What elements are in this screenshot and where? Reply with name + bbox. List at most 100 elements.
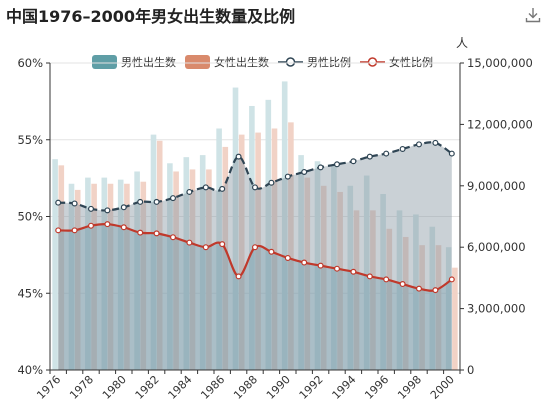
female-births-bar — [337, 191, 343, 370]
female-births-bar — [370, 210, 376, 370]
female-ratio-point — [170, 234, 177, 241]
female-births-bar — [288, 122, 294, 370]
male-births-bar — [150, 134, 157, 370]
female-ratio-point — [383, 276, 390, 283]
female-births-bar — [107, 183, 114, 370]
male-births-bar — [199, 155, 206, 370]
female-births-bar — [419, 245, 425, 370]
female-ratio-point — [137, 229, 144, 236]
female-births-bar — [255, 132, 261, 370]
female-births-bar — [91, 183, 97, 370]
female-ratio-point — [235, 273, 242, 280]
female-ratio-point — [334, 265, 341, 272]
male-ratio-point — [432, 139, 439, 146]
female-ratio-point — [284, 254, 291, 261]
y-left-tick-label: 55% — [17, 133, 43, 147]
male-ratio-point — [235, 153, 242, 160]
chart-title: 中国1976–2000年男女出生数量及比例 — [6, 7, 296, 26]
female-births-bar — [452, 267, 458, 370]
female-ratio-point — [120, 224, 127, 231]
y-left-tick-label: 40% — [17, 363, 43, 377]
male-births-bar — [232, 87, 239, 370]
male-births-bar — [347, 185, 354, 370]
female-ratio-point — [432, 287, 439, 294]
male-ratio-point — [186, 188, 193, 195]
legend-swatch-male-births — [92, 55, 117, 69]
x-tick-label: 1990 — [264, 373, 293, 402]
female-ratio-point — [202, 244, 209, 251]
female-births-bar — [271, 128, 278, 370]
legend-line-male-ratio — [278, 57, 303, 67]
y-right-axis-label: 人 — [456, 36, 468, 50]
female-ratio-point — [71, 227, 78, 234]
female-births-bar — [189, 169, 196, 370]
area-fills — [58, 142, 452, 370]
male-ratio-point — [350, 158, 357, 165]
y-left-tick-label: 45% — [17, 286, 43, 300]
male-births-bar — [183, 157, 190, 370]
male-ratio-point — [87, 205, 94, 212]
female-births-bar — [173, 171, 179, 370]
male-ratio-point — [301, 168, 308, 175]
x-tick-label: 1982 — [133, 373, 162, 402]
female-ratio-point — [55, 227, 62, 234]
female-births-bar — [386, 228, 393, 370]
female-births-bar — [304, 177, 311, 370]
male-births-bar — [445, 247, 452, 370]
female-ratio-point — [416, 285, 423, 292]
x-tick-label: 1998 — [395, 373, 424, 402]
y-right-tick-label: 9,000,000 — [467, 179, 526, 193]
male-births-bar — [52, 159, 58, 370]
x-tick-label: 1976 — [34, 373, 63, 402]
x-tick-label: 1994 — [330, 373, 359, 402]
female-ratio-point — [317, 262, 324, 269]
male-ratio-point — [334, 161, 341, 168]
male-ratio-point — [120, 204, 127, 211]
download-icon[interactable] — [524, 6, 542, 24]
female-births-bar — [206, 169, 212, 370]
male-ratio-point — [268, 179, 275, 186]
female-births-bar — [124, 183, 130, 370]
line-series — [55, 139, 455, 294]
female-ratio-point — [301, 259, 308, 266]
x-tick-label: 2000 — [428, 373, 457, 402]
female-ratio-point — [252, 244, 259, 251]
female-births-bar — [320, 185, 327, 370]
male-ratio-point — [153, 198, 160, 205]
x-tick-label: 1984 — [166, 373, 195, 402]
male-births-bar — [281, 81, 288, 371]
male-ratio-point — [317, 164, 324, 171]
male-ratio-point — [399, 145, 406, 152]
x-tick-label: 1986 — [198, 373, 227, 402]
y-right-tick-label: 3,000,000 — [467, 302, 526, 316]
female-ratio-point — [104, 221, 111, 228]
male-births-bar — [167, 163, 173, 370]
male-ratio-point — [366, 153, 373, 160]
female-ratio-point — [186, 239, 193, 246]
female-births-bar — [74, 189, 81, 370]
female-births-bar — [140, 181, 147, 370]
female-ratio-point — [350, 268, 357, 275]
male-ratio-point — [202, 184, 209, 191]
x-tick-label: 1978 — [67, 373, 96, 402]
x-tick-label: 1980 — [100, 373, 129, 402]
female-ratio-point — [448, 276, 455, 283]
male-ratio-point — [170, 195, 177, 202]
male-births-bar — [363, 175, 370, 370]
male-ratio-point — [252, 184, 259, 191]
y-right-tick-label: 6,000,000 — [467, 240, 526, 254]
male-ratio-point — [71, 200, 78, 207]
y-right-tick-label: 0 — [467, 363, 474, 377]
male-births-bar — [249, 105, 255, 370]
female-ratio-point — [399, 281, 406, 288]
y-right-tick-label: 15,000,000 — [467, 56, 533, 70]
female-ratio-point — [153, 230, 160, 237]
male-ratio-point — [416, 141, 423, 148]
y-left-tick-label: 60% — [17, 56, 43, 70]
male-births-bar — [396, 210, 403, 370]
male-ratio-point — [284, 173, 291, 180]
male-ratio-area — [58, 142, 452, 370]
x-tick-label: 1992 — [297, 373, 326, 402]
female-births-bar — [435, 245, 442, 370]
